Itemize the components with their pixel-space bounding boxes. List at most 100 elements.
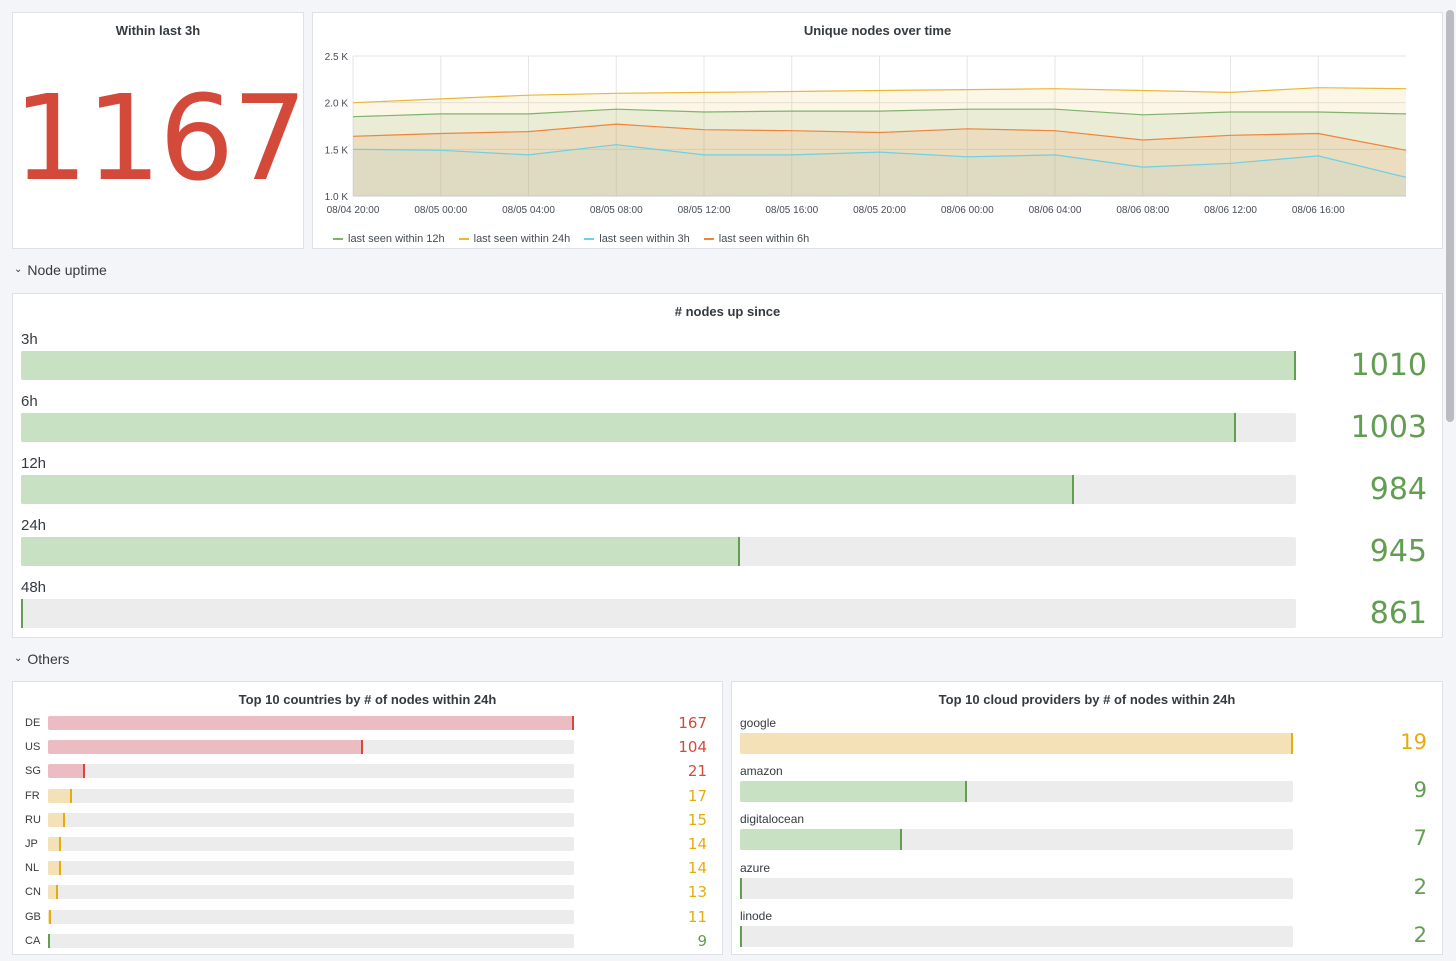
gauge-value: 2	[1413, 874, 1427, 899]
gauge-row: RU 15	[13, 811, 722, 835]
legend-item-3h[interactable]: last seen within 3h	[584, 233, 690, 245]
gauge-cap	[63, 812, 65, 827]
gauge-track	[21, 413, 1296, 442]
gauge-value: 2	[1413, 922, 1427, 947]
gauge-label: CA	[25, 934, 41, 947]
gauge-value: 14	[687, 859, 707, 878]
x-tick-label: 08/06 04:00	[1029, 205, 1082, 216]
legend-label-12h: last seen within 12h	[348, 233, 445, 245]
row-header-others[interactable]: ⌄ Others	[14, 651, 69, 667]
gauge-value: 9	[1413, 778, 1427, 803]
gauge-row: google 19	[732, 716, 1442, 764]
gauge-value: 19	[1400, 730, 1427, 754]
gauge-track	[48, 837, 574, 851]
gauge-row: US 104	[13, 738, 722, 762]
gauge-label: CN	[25, 886, 41, 899]
gauge-row: 48h 861	[13, 578, 1442, 640]
stat-panel[interactable]: Within last 3h 1167	[12, 12, 307, 249]
gauge-row: FR 17	[13, 787, 722, 811]
gauge-fill	[21, 475, 1074, 504]
legend-swatch-6h	[703, 238, 714, 240]
gauge-label: US	[25, 741, 41, 754]
series-line	[352, 144, 1407, 178]
gauge-fill	[48, 788, 72, 803]
gauge-label: 24h	[21, 517, 47, 534]
gauge-cap	[49, 909, 51, 924]
x-tick-label: 08/05 12:00	[678, 205, 731, 216]
chevron-down-icon: ⌄	[14, 263, 23, 275]
legend-item-12h[interactable]: last seen within 12h	[333, 233, 445, 245]
gauge-track	[48, 812, 574, 827]
gauge-label: 48h	[21, 579, 47, 596]
gauge-cap	[740, 877, 742, 899]
x-tick-label: 08/05 08:00	[590, 205, 643, 216]
gauge-value: 167	[678, 714, 707, 732]
gauge-label: FR	[25, 789, 40, 802]
gauge-cap	[572, 716, 574, 730]
gauge-label: SG	[25, 765, 41, 778]
gauge-row: CN 13	[13, 883, 722, 907]
gauge-track	[48, 740, 574, 755]
gauge-row: SG 21	[13, 762, 722, 786]
gauge-label: GB	[25, 910, 41, 923]
stat-value: 1167	[13, 69, 307, 207]
legend-item-24h[interactable]: last seen within 24h	[458, 233, 570, 245]
cloud-panel[interactable]: Top 10 cloud providers by # of nodes wit…	[731, 681, 1443, 955]
gauge-track	[21, 351, 1296, 380]
countries-panel[interactable]: Top 10 countries by # of nodes within 24…	[12, 681, 723, 955]
gauge-fill	[740, 781, 967, 803]
gauge-label: linode	[740, 908, 773, 923]
row-title-others: Others	[27, 651, 70, 667]
gauge-cap	[59, 837, 61, 851]
gauge-row: CA 9	[13, 932, 722, 956]
timeseries-panel[interactable]: Unique nodes over time 1.0 K 1.5 K 2.0 K 2.…	[312, 12, 1443, 249]
legend-item-6h[interactable]: last seen within 6h	[703, 233, 810, 245]
y-tick-label: 2.0 K	[325, 99, 349, 110]
x-tick-label: 08/06 00:00	[941, 205, 994, 216]
gauge-track	[48, 764, 574, 779]
gauge-value: 1010	[1350, 348, 1427, 383]
gauge-track	[48, 933, 574, 948]
gauge-track	[21, 599, 1296, 628]
x-tick-label: 08/06 16:00	[1292, 205, 1345, 216]
gauge-row: linode 2	[732, 909, 1442, 957]
gauge-track	[48, 909, 574, 924]
gauge-track	[21, 475, 1296, 504]
gauge-track	[48, 885, 574, 900]
gauge-cap	[361, 740, 363, 755]
gauge-cap	[70, 788, 72, 803]
gauge-value: 861	[1369, 596, 1427, 631]
uptime-panel[interactable]: # nodes up since 3h 1010 6h 1003 12h 984 24h 94…	[12, 293, 1443, 638]
legend-label-3h: last seen within 3h	[599, 233, 690, 245]
gauge-cap	[1294, 351, 1296, 380]
gauge-cap	[59, 861, 61, 876]
gauge-value: 13	[687, 883, 707, 902]
gauge-fill	[48, 885, 58, 900]
gauge-cap	[740, 925, 742, 947]
gauge-fill	[48, 837, 61, 851]
timeseries-chart[interactable]: 1.0 K 1.5 K 2.0 K 2.5 K 08/04 20:00 08/05 00:…	[313, 13, 1444, 250]
row-header-node-uptime[interactable]: ⌄ Node uptime	[14, 262, 107, 278]
gauge-row: 12h 984	[13, 454, 1442, 516]
gauge-row: NL 14	[13, 859, 722, 883]
gauge-value: 104	[678, 738, 707, 757]
gauge-label: DE	[25, 717, 41, 729]
gauge-value: 1003	[1350, 410, 1427, 445]
gauge-label: RU	[25, 813, 41, 826]
x-tick-label: 08/05 00:00	[414, 205, 467, 216]
gauge-value: 14	[687, 835, 707, 853]
gauge-row: DE 167	[13, 714, 722, 738]
legend-label-6h: last seen within 6h	[718, 233, 810, 245]
gauge-fill	[48, 861, 61, 876]
gauge-value: 984	[1369, 472, 1427, 507]
gauge-fill	[48, 740, 363, 755]
page-scrollbar[interactable]	[1446, 10, 1454, 422]
gauge-track	[48, 716, 574, 730]
y-tick-label: 1.5 K	[325, 145, 349, 156]
gauge-cap	[965, 781, 967, 803]
series-line	[352, 108, 1407, 118]
gauge-value: 945	[1369, 534, 1427, 569]
legend-swatch-24h	[458, 238, 469, 240]
x-tick-label: 08/05 16:00	[765, 205, 818, 216]
gauge-label: 12h	[21, 455, 47, 472]
